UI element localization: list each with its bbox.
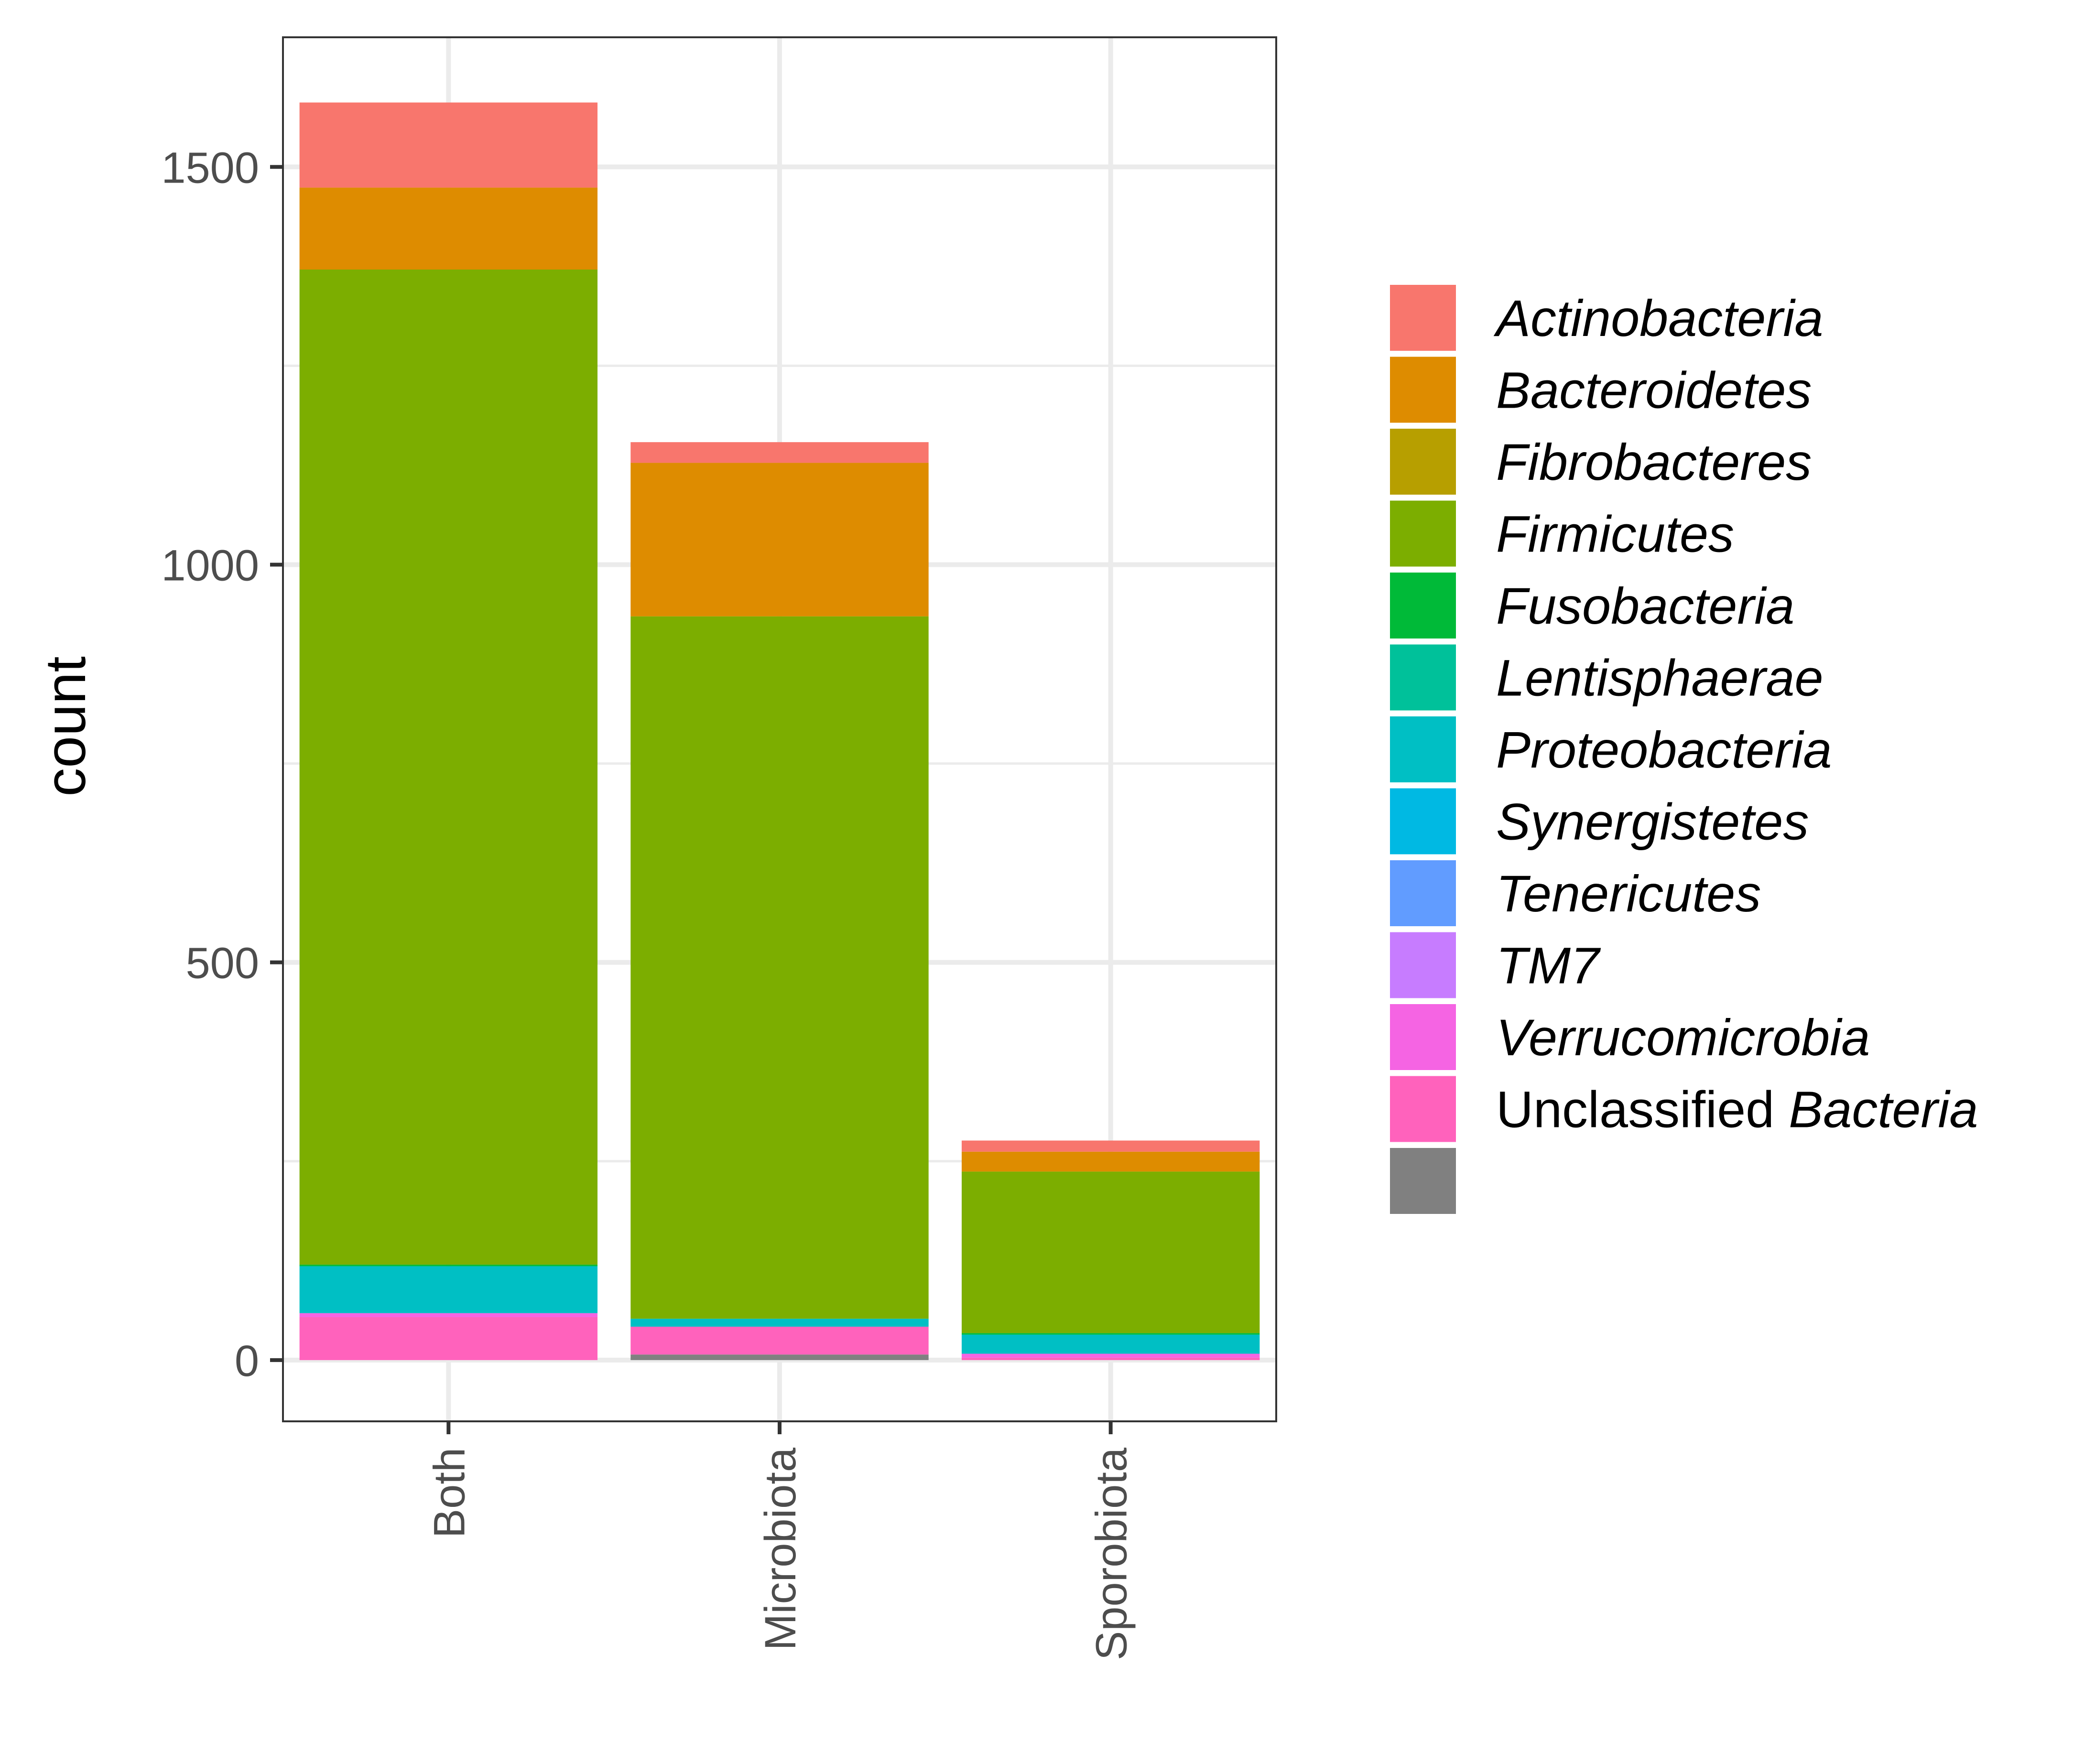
legend-key	[1390, 285, 1456, 351]
x-axis: Both Microbiota Sporobiota	[425, 1421, 1136, 1660]
bar-segment	[961, 1140, 1260, 1152]
bar-stacks	[299, 102, 1260, 1360]
legend-label: Firmicutes	[1496, 505, 1734, 563]
bar-segment	[961, 1353, 1260, 1358]
legend-key	[1390, 429, 1456, 495]
legend-label: Tenericutes	[1496, 865, 1761, 922]
legend-label: Synergistetes	[1496, 793, 1809, 851]
bar-segment	[299, 1265, 598, 1266]
y-axis-title: count	[33, 656, 98, 797]
legend-key	[1390, 1076, 1456, 1142]
legend-label: Fibrobacteres	[1496, 433, 1812, 491]
y-tick-label: 0	[235, 1337, 259, 1385]
bar-segment	[630, 1319, 929, 1327]
bar-segment	[299, 102, 598, 188]
legend-label: Fusobacteria	[1496, 577, 1794, 635]
bar-segment	[961, 1357, 1260, 1360]
bar-segment	[961, 1333, 1260, 1335]
bar-segment	[299, 1313, 598, 1317]
x-tick-label: Sporobiota	[1087, 1447, 1136, 1660]
legend-label: Lentisphaerae	[1496, 649, 1824, 707]
bar-segment	[299, 1266, 598, 1313]
y-axis: 0 500 1000 1500	[161, 143, 283, 1385]
bar-segment	[961, 1171, 1260, 1333]
bar-segment	[961, 1151, 1260, 1172]
legend: Actinobacteria Bacteroidetes Fibrobacteres…	[1390, 285, 1978, 1214]
bar-segment	[630, 463, 929, 617]
legend-key	[1390, 716, 1456, 782]
legend-key	[1390, 932, 1456, 998]
y-tick-label: 1000	[161, 541, 259, 590]
bar-segment	[630, 1326, 929, 1355]
bar-segment	[299, 1317, 598, 1360]
legend-key	[1390, 1004, 1456, 1070]
legend-key	[1390, 1148, 1456, 1214]
bar-segment	[299, 187, 598, 270]
legend-label: Bacteroidetes	[1496, 361, 1812, 419]
bar-segment	[630, 442, 929, 463]
legend-label: TM7	[1496, 937, 1601, 995]
legend-key	[1390, 788, 1456, 855]
legend-label: Actinobacteria	[1493, 289, 1823, 347]
bar-segment	[299, 269, 598, 1265]
y-tick-label: 500	[186, 939, 260, 988]
legend-label: Unclassified Bacteria	[1496, 1081, 1978, 1138]
x-tick-label: Microbiota	[756, 1447, 805, 1650]
bar-segment	[630, 1354, 929, 1360]
legend-label: Verrucomicrobia	[1496, 1008, 1870, 1066]
legend-key	[1390, 644, 1456, 711]
x-tick-label: Both	[425, 1448, 474, 1538]
legend-key	[1390, 860, 1456, 926]
y-tick-label: 1500	[161, 143, 259, 192]
legend-key	[1390, 573, 1456, 639]
legend-label: Proteobacteria	[1496, 721, 1832, 779]
bar-segment	[961, 1334, 1260, 1354]
legend-key	[1390, 357, 1456, 423]
legend-key	[1390, 500, 1456, 567]
bar-segment	[630, 616, 929, 1319]
